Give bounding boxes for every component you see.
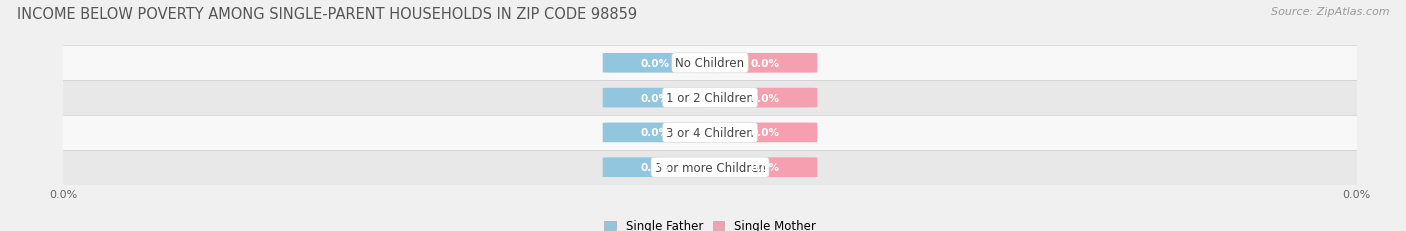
- Text: 3 or 4 Children: 3 or 4 Children: [666, 126, 754, 139]
- Text: INCOME BELOW POVERTY AMONG SINGLE-PARENT HOUSEHOLDS IN ZIP CODE 98859: INCOME BELOW POVERTY AMONG SINGLE-PARENT…: [17, 7, 637, 22]
- FancyBboxPatch shape: [603, 158, 707, 177]
- Text: 0.0%: 0.0%: [641, 162, 669, 173]
- Text: Source: ZipAtlas.com: Source: ZipAtlas.com: [1271, 7, 1389, 17]
- Bar: [63, 150, 1357, 185]
- Text: 0.0%: 0.0%: [751, 128, 779, 138]
- Text: 0.0%: 0.0%: [641, 128, 669, 138]
- Legend: Single Father, Single Mother: Single Father, Single Mother: [600, 215, 820, 231]
- Bar: [63, 81, 1357, 116]
- Text: No Children: No Children: [675, 57, 745, 70]
- Text: 0.0%: 0.0%: [751, 58, 779, 69]
- Bar: [63, 116, 1357, 150]
- FancyBboxPatch shape: [713, 158, 817, 177]
- FancyBboxPatch shape: [603, 54, 707, 73]
- FancyBboxPatch shape: [713, 88, 817, 108]
- FancyBboxPatch shape: [603, 123, 707, 143]
- Text: 0.0%: 0.0%: [641, 58, 669, 69]
- Text: 1 or 2 Children: 1 or 2 Children: [666, 92, 754, 105]
- Text: 5 or more Children: 5 or more Children: [655, 161, 765, 174]
- FancyBboxPatch shape: [603, 88, 707, 108]
- Text: 0.0%: 0.0%: [641, 93, 669, 103]
- FancyBboxPatch shape: [713, 123, 817, 143]
- Text: 0.0%: 0.0%: [751, 162, 779, 173]
- Text: 0.0%: 0.0%: [751, 93, 779, 103]
- Bar: [63, 46, 1357, 81]
- FancyBboxPatch shape: [713, 54, 817, 73]
